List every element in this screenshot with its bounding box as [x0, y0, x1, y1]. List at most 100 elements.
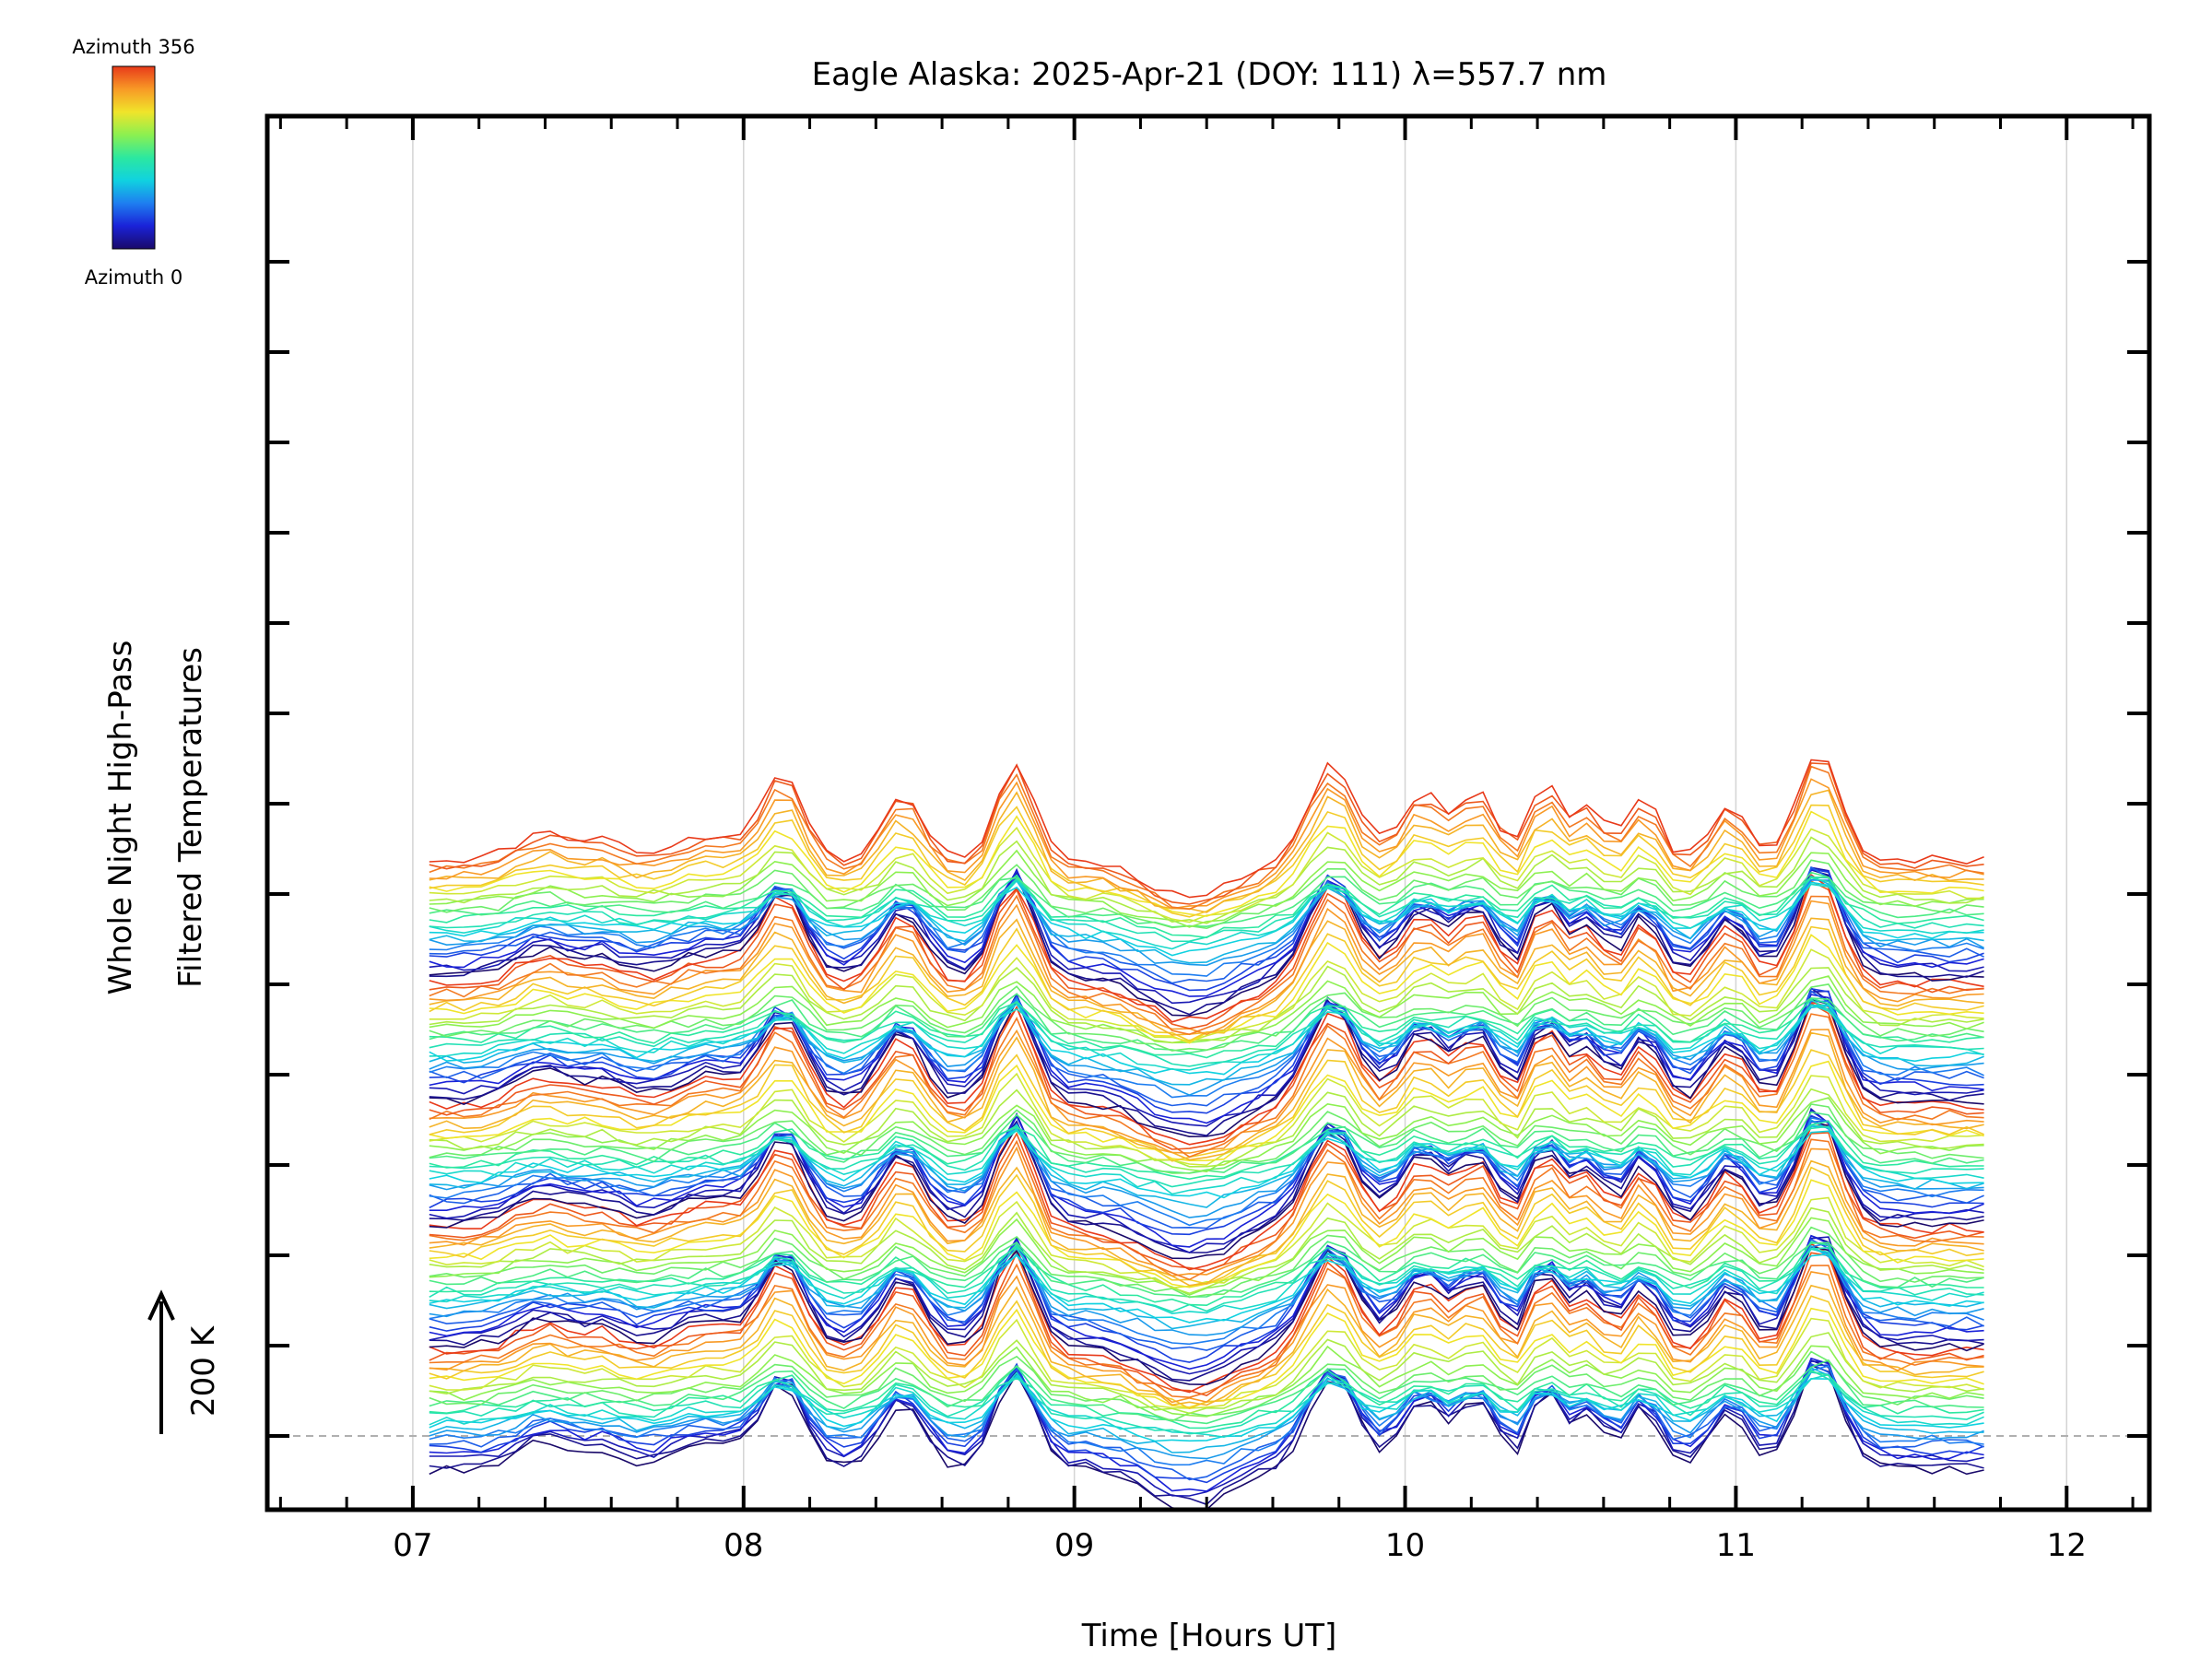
series-line [429, 880, 1984, 1030]
series-line [429, 1369, 1984, 1435]
series-line [429, 1159, 1984, 1287]
series-line [429, 1124, 1984, 1271]
series-line [429, 948, 1984, 1042]
series-line [429, 1238, 1984, 1351]
series-line [429, 762, 1984, 905]
series-line [429, 997, 1984, 1059]
series-line [429, 1114, 1984, 1253]
series-line [429, 998, 1984, 1138]
series-line [429, 1060, 1984, 1162]
chart-title: Eagle Alaska: 2025-Apr-21 (DOY: 111) λ=5… [812, 56, 1607, 93]
x-tick-label: 08 [724, 1527, 763, 1564]
x-tick-label: 10 [1385, 1527, 1425, 1564]
series-line [429, 894, 1984, 1036]
series-line [429, 1031, 1984, 1161]
series-line [429, 859, 1984, 930]
y-axis-label-line-1: Whole Night High-Pass [102, 641, 139, 995]
series-line [429, 1116, 1984, 1227]
scale-bar-arrowhead [147, 1289, 175, 1321]
series-line [429, 1127, 1984, 1199]
series-line [429, 965, 1984, 1044]
colorbar [112, 65, 156, 250]
series-line [429, 1253, 1984, 1324]
series-line [429, 836, 1984, 924]
series-line [429, 1119, 1984, 1218]
series-line [429, 1206, 1984, 1295]
series-line [429, 1345, 1984, 1418]
series-line [429, 998, 1984, 1067]
traces [429, 759, 1984, 1510]
series-line [429, 994, 1984, 1124]
series-line [429, 1365, 1984, 1430]
series-line [429, 1097, 1984, 1173]
series-line [429, 1234, 1984, 1382]
series-line [429, 1002, 1984, 1086]
series-line [429, 874, 1984, 939]
series-line [429, 1049, 1984, 1162]
series-line [429, 1241, 1984, 1346]
x-tick-label: 11 [1716, 1527, 1756, 1564]
series-line [429, 879, 1984, 950]
series-line [429, 1271, 1984, 1404]
series-line [429, 778, 1984, 910]
series-line [429, 1371, 1984, 1460]
series-line [429, 1263, 1984, 1399]
series-line [429, 1103, 1984, 1174]
series-line [429, 810, 1984, 917]
series-line [429, 1247, 1984, 1315]
plot-frame [265, 113, 2152, 1512]
x-axis-label: Time [Hours UT] [1081, 1618, 1337, 1654]
series-line [429, 1244, 1984, 1330]
series-line [429, 849, 1984, 928]
x-tick-labels: 07 08 09 10 11 12 [393, 1527, 2087, 1564]
axis-ticks [267, 116, 2149, 1510]
series-line [429, 1367, 1984, 1453]
series-line [429, 990, 1984, 1127]
series-line [429, 1284, 1984, 1406]
series-line [429, 875, 1984, 964]
series-line [429, 1120, 1984, 1181]
series-line [429, 1245, 1984, 1386]
y-axis-label-line-2: Filtered Temperatures [172, 647, 209, 988]
series-line [429, 804, 1984, 918]
scale-bar-label: 200 K [185, 1324, 222, 1417]
series-line [429, 1124, 1984, 1208]
series-line [429, 871, 1984, 928]
series-line [429, 789, 1984, 913]
series-line [429, 975, 1984, 1044]
grid [412, 116, 2068, 1510]
series-line [429, 759, 1984, 899]
series-line [429, 1241, 1984, 1298]
series-line [429, 866, 1984, 1005]
series-line [429, 1241, 1984, 1307]
series-line [429, 1124, 1984, 1188]
series-line [429, 1357, 1984, 1492]
series-line [429, 1196, 1984, 1289]
series-line [429, 765, 1984, 911]
series-line [429, 1132, 1984, 1272]
series-line [429, 986, 1984, 1136]
x-tick-label: 09 [1054, 1527, 1094, 1564]
x-tick-label: 12 [2047, 1527, 2087, 1564]
series-line [429, 1226, 1984, 1299]
series-line [429, 868, 1984, 1017]
series-line [429, 1362, 1984, 1481]
series-line [429, 990, 1984, 1107]
series-line [429, 1359, 1984, 1425]
series-line [429, 1013, 1984, 1159]
series-line [429, 1072, 1984, 1167]
series-line [429, 1365, 1984, 1466]
scale-bar: 200 K [147, 1289, 222, 1434]
series-line [429, 873, 1984, 1023]
colorbar-top-label: Azimuth 356 [72, 36, 194, 58]
series-line [429, 1088, 1984, 1168]
series-line [429, 1001, 1984, 1146]
series-line [429, 1248, 1984, 1336]
series-line [429, 1003, 1984, 1076]
series-line [429, 1107, 1984, 1253]
series-line [429, 881, 1984, 957]
series-line [429, 996, 1984, 1099]
series-line [429, 826, 1984, 924]
y-axis-label: Whole Night High-Pass Filtered Temperatu… [102, 641, 209, 995]
